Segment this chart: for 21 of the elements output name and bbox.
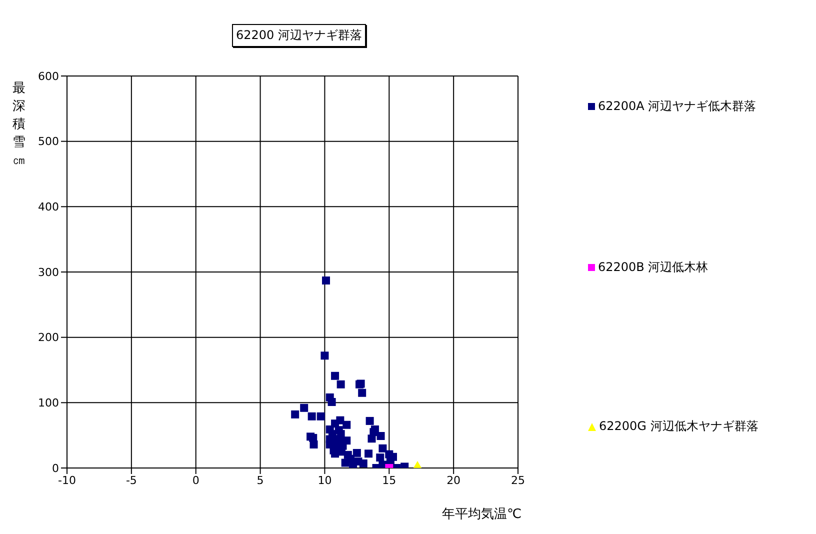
y-axis-title: 最深積雪㎝ bbox=[12, 80, 26, 170]
y-tick-label: 0 bbox=[52, 462, 59, 475]
x-tick-label: 20 bbox=[446, 474, 461, 487]
y-tick-label: 200 bbox=[38, 331, 59, 344]
y-tick-label: 300 bbox=[38, 266, 59, 279]
x-tick-label: -5 bbox=[126, 474, 137, 487]
legend-label: 62200A 河辺ヤナギ低木群落 bbox=[598, 98, 756, 115]
legend-label: 62200B 河辺低木林 bbox=[598, 259, 708, 276]
y-tick-label: 100 bbox=[38, 396, 59, 410]
x-tick-label: 5 bbox=[256, 474, 264, 487]
legend-label: 62200G 河辺低木ヤナギ群落 bbox=[599, 418, 758, 435]
chart-title: 62200 河辺ヤナギ群落 bbox=[232, 24, 366, 47]
x-tick-label: 25 bbox=[511, 474, 525, 487]
x-tick-label: -10 bbox=[58, 474, 76, 487]
x-tick-label: 15 bbox=[382, 474, 396, 487]
y-tick-label: 500 bbox=[38, 135, 59, 148]
x-axis-title: 年平均気温℃ bbox=[442, 506, 522, 523]
y-tick-label: 400 bbox=[38, 200, 59, 214]
x-tick-label: 10 bbox=[318, 474, 332, 487]
y-tick-label: 600 bbox=[38, 70, 59, 83]
x-tick-label: 0 bbox=[192, 474, 200, 487]
